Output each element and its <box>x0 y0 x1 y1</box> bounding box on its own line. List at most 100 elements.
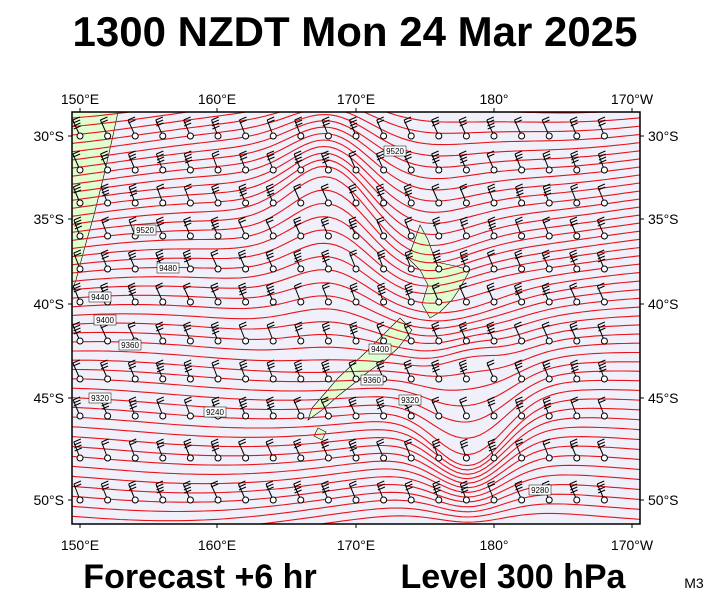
wind-barb-tick <box>321 362 330 367</box>
wind-barb-tick <box>128 249 136 254</box>
wind-barb-tick <box>349 219 357 224</box>
wind-barb-tick <box>514 483 523 488</box>
station <box>600 337 608 345</box>
wind-barb-tick <box>376 396 384 401</box>
wind-barb-tick <box>487 330 495 335</box>
station <box>490 232 498 240</box>
wind-barb-tick <box>431 183 440 188</box>
wind-barb-tick <box>571 159 579 164</box>
wind-barb-tick <box>349 447 357 452</box>
station <box>352 454 360 462</box>
wind-barb-tick <box>348 183 357 188</box>
wind-barb-tick <box>349 402 357 407</box>
wind-barb-tick <box>431 153 440 158</box>
wind-barb-tick <box>431 362 440 367</box>
station <box>380 412 388 420</box>
station <box>186 166 194 174</box>
wind-barb-tick <box>101 480 109 485</box>
wind-barb-tick <box>459 186 468 191</box>
wind-barb-tick <box>183 249 191 254</box>
wind-barb-tick <box>597 321 606 326</box>
wind-barb-tick <box>597 489 606 494</box>
wind-barb-tick <box>322 258 330 263</box>
wind-barb-tick <box>348 438 357 443</box>
wind-barb-tick <box>570 327 578 332</box>
wind-barb-tick <box>487 249 495 254</box>
wind-barb-tick <box>322 327 331 332</box>
wind-barb-tick <box>433 489 441 494</box>
station <box>242 375 250 383</box>
contour-label-box <box>88 392 112 404</box>
station <box>462 199 470 207</box>
wind-barb-tick <box>486 119 495 124</box>
station <box>214 496 222 504</box>
wind-barb-tick <box>183 321 191 326</box>
wind-barb-tick <box>265 480 274 485</box>
wind-barb-tick <box>73 438 82 443</box>
wind-barb-tick <box>515 216 523 221</box>
station <box>214 199 222 207</box>
station <box>186 298 194 306</box>
station <box>407 496 415 504</box>
wind-barb-tick <box>515 291 523 296</box>
station <box>573 298 581 306</box>
wind-barb-tick <box>101 483 109 488</box>
wind-barb-tick <box>460 444 469 449</box>
wind-barb-tick <box>404 362 412 367</box>
wind-barb-tick <box>157 159 165 164</box>
wind-barb-tick <box>212 402 220 407</box>
wind-barb-tick <box>597 116 606 121</box>
wind-barb-tick <box>404 156 412 161</box>
wind-barb-tick <box>266 219 274 224</box>
wind-barb-tick <box>431 396 439 401</box>
wind-barb-tick <box>348 359 357 364</box>
wind-barb-tick <box>155 282 163 287</box>
station <box>435 454 443 462</box>
wind-barb-tick <box>570 441 578 446</box>
station <box>435 199 443 207</box>
wind-barb-tick <box>432 285 440 290</box>
wind-barb-tick <box>405 291 413 296</box>
wind-barb-tick <box>488 219 496 224</box>
station <box>490 412 498 420</box>
station <box>131 454 139 462</box>
wind-barb-tick <box>266 359 275 364</box>
lat-tick-right: 45°S <box>648 390 679 406</box>
station <box>104 496 112 504</box>
lon-tick-bottom: 170°W <box>611 537 654 553</box>
station <box>242 412 250 420</box>
wind-barb-tick <box>128 480 136 485</box>
wind-barb-tick <box>599 159 607 164</box>
wind-barb-tick <box>432 438 440 443</box>
station <box>518 337 526 345</box>
wind-barb-tick <box>129 486 137 491</box>
station <box>518 166 526 174</box>
station <box>518 199 526 207</box>
contour-line <box>72 370 640 423</box>
contour-label: 9400 <box>96 316 114 325</box>
wind-barb-tick <box>128 362 136 367</box>
wind-barb-tick <box>293 480 301 485</box>
station <box>104 454 112 462</box>
wind-barb-tick <box>128 288 136 293</box>
station <box>490 337 498 345</box>
wind-barb-tick <box>156 258 164 263</box>
lon-tick-top: 160°E <box>198 91 236 107</box>
wind-barb-tick <box>294 359 302 364</box>
station <box>545 337 553 345</box>
wind-barb-tick <box>129 405 138 410</box>
wind-barb-tick <box>73 186 81 191</box>
wind-barb-tick <box>542 285 550 290</box>
wind-barb-tick <box>101 219 110 224</box>
station <box>462 337 470 345</box>
wind-barb-tick <box>598 150 606 155</box>
station <box>269 166 277 174</box>
wind-barb-tick <box>569 249 577 254</box>
wind-barb-tick <box>321 438 329 443</box>
wind-barb-tick <box>570 324 578 329</box>
contour-line <box>72 484 640 513</box>
wind-barb-tick <box>294 282 302 287</box>
contour-line <box>72 289 640 329</box>
wind-barb-tick <box>321 396 329 401</box>
wind-barb-tick <box>128 438 137 443</box>
